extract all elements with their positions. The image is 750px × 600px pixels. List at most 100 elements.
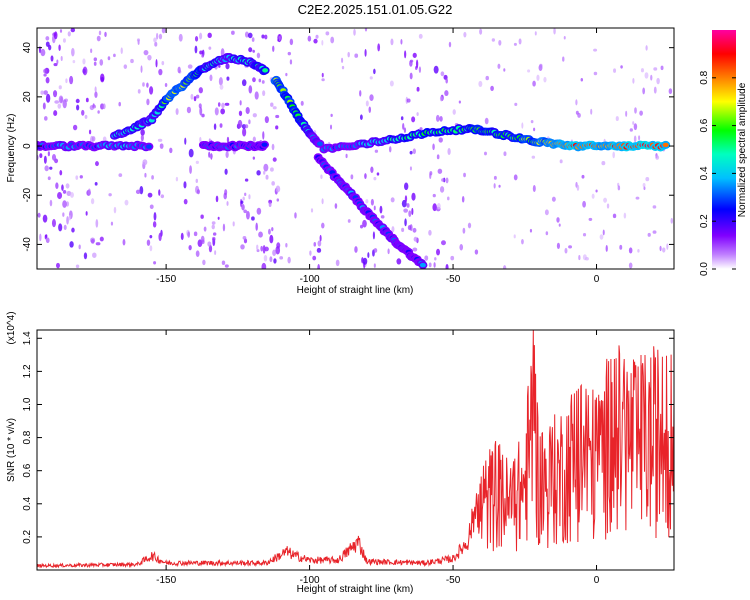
noise-speckle: [334, 203, 338, 209]
noise-speckle: [79, 175, 83, 179]
ridge-5-point: [662, 142, 669, 148]
noise-speckle: [232, 221, 235, 227]
figure-title: C2E2.2025.151.01.05.G22: [297, 2, 453, 17]
noise-speckle: [90, 48, 93, 54]
noise-speckle: [251, 216, 255, 221]
noise-speckle: [498, 184, 501, 188]
noise-speckle: [75, 264, 80, 269]
noise-speckle: [268, 202, 272, 208]
noise-speckle: [255, 222, 258, 231]
noise-speckle: [45, 237, 50, 244]
noise-speckle: [85, 97, 89, 103]
noise-speckle: [180, 232, 184, 241]
noise-speckle: [211, 224, 215, 230]
noise-speckle: [248, 194, 251, 200]
noise-speckle: [436, 154, 440, 160]
noise-speckle: [543, 76, 547, 83]
noise-speckle: [122, 238, 126, 246]
colorbar-label: Normalized spectral amplitude: [737, 82, 748, 217]
noise-speckle: [445, 177, 449, 184]
colorbar-tick-label: 0.0: [699, 262, 710, 276]
noise-speckle: [575, 110, 579, 115]
noise-speckle: [368, 106, 372, 113]
noise-speckle: [90, 198, 95, 205]
noise-speckle: [321, 198, 324, 205]
colorbar-ticks: 0.0 0.2 0.4 0.6 0.8: [699, 70, 736, 276]
noise-speckle: [445, 78, 448, 84]
noise-speckle: [409, 72, 413, 80]
noise-speckle: [149, 86, 154, 95]
noise-speckle: [193, 96, 197, 102]
noise-speckle: [634, 107, 637, 114]
noise-speckle: [226, 136, 230, 143]
y-tick-label: 40: [22, 42, 33, 54]
noise-speckle: [285, 72, 288, 77]
noise-speckle: [260, 245, 263, 252]
noise-speckle: [628, 247, 633, 254]
noise-speckle: [436, 203, 441, 210]
noise-speckle: [370, 198, 374, 206]
noise-speckle: [362, 257, 368, 265]
noise-speckle: [632, 77, 635, 84]
noise-speckle: [402, 123, 405, 130]
noise-speckle: [248, 85, 253, 94]
noise-speckle: [408, 210, 412, 217]
noise-speckle: [94, 86, 97, 93]
noise-speckle: [62, 200, 67, 208]
noise-speckle: [409, 150, 413, 155]
noise-speckle: [612, 151, 615, 159]
y-tick-label: 20: [22, 91, 33, 103]
noise-speckle: [432, 203, 437, 212]
noise-speckle: [56, 262, 60, 269]
noise-speckle: [118, 101, 121, 107]
noise-speckle: [582, 233, 587, 237]
noise-speckle: [146, 98, 150, 106]
noise-speckle: [321, 78, 325, 82]
noise-speckle: [239, 100, 242, 106]
noise-speckle: [254, 91, 259, 100]
noise-speckle: [595, 189, 598, 193]
noise-speckle: [498, 39, 502, 46]
noise-speckle: [195, 160, 199, 165]
noise-speckle: [369, 94, 374, 102]
noise-speckle: [99, 59, 104, 66]
noise-speckle: [100, 76, 104, 82]
noise-speckle: [44, 116, 48, 121]
noise-speckle: [169, 147, 173, 154]
noise-speckle: [503, 68, 506, 72]
noise-speckle: [225, 63, 230, 70]
noise-speckle: [263, 163, 269, 172]
noise-speckle: [238, 110, 243, 117]
noise-speckle: [270, 167, 274, 172]
noise-speckle: [412, 247, 418, 252]
noise-speckle: [593, 71, 598, 76]
noise-speckle: [365, 199, 369, 204]
noise-speckle: [411, 192, 416, 201]
noise-speckle: [268, 228, 271, 235]
noise-speckle: [406, 203, 410, 208]
noise-speckle: [279, 256, 284, 260]
noise-speckle: [209, 153, 213, 159]
noise-speckle: [95, 219, 99, 228]
noise-speckle: [401, 227, 405, 233]
noise-speckle: [177, 66, 181, 74]
noise-speckle: [59, 170, 63, 176]
noise-speckle: [160, 194, 165, 199]
noise-speckle: [208, 151, 211, 158]
x-tick-label: -50: [446, 575, 461, 586]
noise-speckle: [136, 38, 141, 42]
noise-speckle: [203, 226, 207, 232]
noise-speckle: [99, 236, 104, 242]
noise-speckle: [93, 57, 98, 62]
noise-speckle: [365, 100, 369, 107]
ridge-2-point: [262, 68, 269, 73]
noise-speckle: [310, 208, 314, 213]
noise-speckle: [623, 212, 627, 219]
noise-speckle: [545, 231, 549, 236]
noise-speckle: [208, 46, 212, 50]
noise-speckle: [56, 59, 59, 65]
noise-speckle: [85, 211, 88, 216]
noise-speckle: [391, 226, 395, 233]
noise-speckle: [217, 102, 221, 107]
noise-speckle: [39, 153, 43, 158]
